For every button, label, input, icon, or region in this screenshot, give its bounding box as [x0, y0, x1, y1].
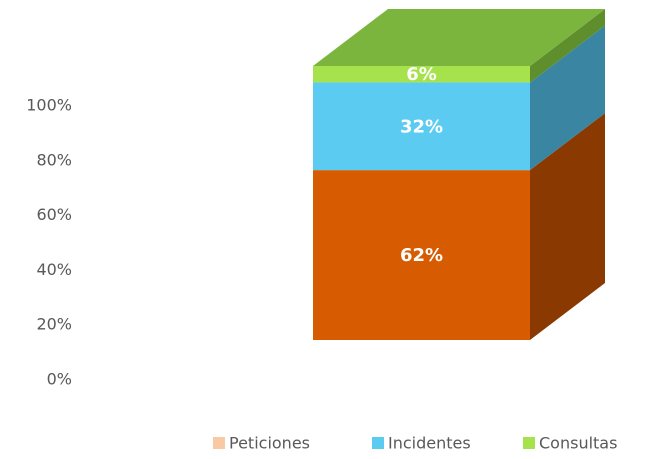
- y-tick-label: 80%: [36, 150, 72, 169]
- y-tick-label: 0%: [47, 370, 72, 389]
- legend-swatch: [372, 437, 384, 449]
- legend-label: Peticiones: [229, 434, 310, 453]
- y-tick-label: 100%: [26, 96, 72, 115]
- bar-front: [313, 66, 530, 83]
- y-tick-label: 60%: [36, 205, 72, 224]
- y-tick-label: 40%: [36, 260, 72, 279]
- value-label: 32%: [400, 116, 443, 137]
- bar-front: [313, 170, 530, 340]
- bar-side: [530, 113, 605, 341]
- legend-swatch: [213, 437, 225, 449]
- value-label: 62%: [400, 245, 443, 266]
- legend-label: Consultas: [539, 434, 617, 453]
- bar-top: [313, 9, 605, 66]
- bar-front: [313, 82, 530, 171]
- legend-label: Incidentes: [388, 434, 471, 453]
- y-tick-label: 20%: [36, 315, 72, 334]
- bar-side: [530, 25, 605, 171]
- bar-side: [530, 9, 605, 83]
- legend-swatch: [523, 437, 535, 449]
- value-label: 6%: [406, 64, 437, 85]
